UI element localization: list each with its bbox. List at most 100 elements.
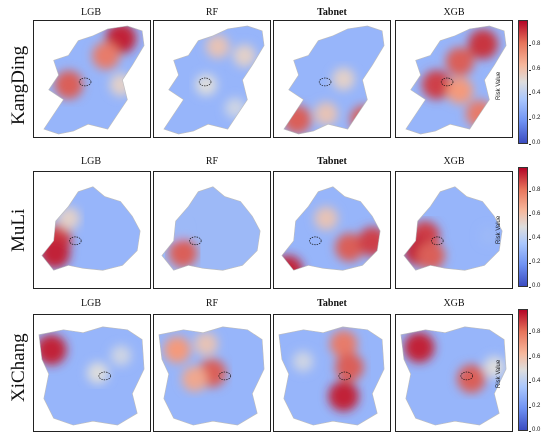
colorbar-tick: 0.0 <box>528 140 541 146</box>
risk-hotspot <box>403 332 435 363</box>
region-label-muli: MuLi <box>8 208 29 252</box>
map-panel-xichang-xgb <box>395 314 513 432</box>
colorbar-tick: 0.0 <box>528 283 541 289</box>
region-outline <box>281 186 381 271</box>
map-panel-kangding-lgb <box>33 20 151 138</box>
map-panel-kangding-xgb <box>395 20 513 138</box>
city-boundary-outline <box>338 371 352 381</box>
colorbar-tick: 0.4 <box>528 378 541 385</box>
risk-hotspot <box>181 366 208 392</box>
model-title-rf: RF <box>205 7 219 18</box>
colorbar-tick: 0.2 <box>528 115 541 122</box>
risk-hotspot <box>109 73 133 97</box>
map-panel-kangding-rf <box>153 20 271 138</box>
risk-hotspot <box>329 330 358 358</box>
risk-hotspot <box>465 100 494 128</box>
risk-hotspot <box>163 336 191 364</box>
map-panel-xichang-lgb <box>33 314 151 432</box>
risk-hotspot <box>446 77 474 104</box>
risk-hotspot <box>206 34 230 59</box>
region-outline <box>38 326 145 426</box>
colorbar-tick: 0.8 <box>528 187 541 193</box>
model-title-tabnet-row3: Tabnet <box>317 298 347 309</box>
map-panel-muli-rf <box>153 171 271 289</box>
city-boundary-outline <box>69 236 82 246</box>
region-outline <box>161 186 261 271</box>
risk-hotspot <box>292 351 314 372</box>
city-boundary-outline <box>309 236 322 246</box>
region-outline <box>278 326 385 426</box>
risk-hotspot <box>332 67 355 91</box>
colorbar-label-kangding: Risk Value <box>496 71 502 100</box>
risk-hotspot <box>283 105 312 134</box>
colorbar-xichang <box>518 309 528 431</box>
risk-hotspot <box>468 29 498 60</box>
model-title-tabnet-row2: Tabnet <box>317 156 347 167</box>
city-boundary-outline <box>431 236 444 246</box>
risk-hotspot <box>168 221 187 239</box>
risk-hotspot <box>328 380 359 412</box>
risk-hotspot <box>92 42 120 70</box>
city-boundary-outline <box>440 77 454 87</box>
region-outline <box>403 186 503 271</box>
model-title-tabnet: Tabnet <box>317 7 347 18</box>
region-outline <box>283 25 385 135</box>
risk-hotspot <box>57 207 81 230</box>
risk-hotspot <box>233 44 256 68</box>
colorbar-tick: 0.2 <box>528 259 541 265</box>
risk-hotspot <box>314 102 338 126</box>
region-outline <box>158 326 265 426</box>
colorbar-label-xichang: Risk Value <box>496 359 502 388</box>
city-boundary-outline <box>198 77 212 87</box>
colorbar-label-muli: Risk Value <box>496 215 502 244</box>
risk-hotspot <box>168 238 198 268</box>
risk-hotspot <box>314 206 338 231</box>
risk-hotspot <box>54 70 84 100</box>
model-title-lgb-row3: LGB <box>81 298 101 309</box>
risk-hotspot <box>110 345 132 366</box>
region-outline <box>41 186 141 271</box>
colorbar-tick: 0.8 <box>528 329 541 336</box>
city-boundary-outline <box>318 77 332 87</box>
risk-hotspot <box>281 255 304 271</box>
model-title-xgb: XGB <box>443 7 465 18</box>
region-outline <box>43 25 145 135</box>
risk-hotspot <box>350 105 379 134</box>
colorbar-tick: 0.8 <box>528 40 541 47</box>
model-title-lgb-row2: LGB <box>81 156 101 167</box>
risk-hotspot <box>483 356 506 379</box>
risk-hotspot <box>335 352 364 382</box>
map-panel-xichang-rf <box>153 314 271 432</box>
city-boundary-outline <box>78 77 92 87</box>
model-title-xgb-row2: XGB <box>443 156 465 167</box>
risk-hotspot <box>479 226 498 245</box>
map-panel-kangding-tabnet <box>273 20 391 138</box>
risk-hotspot <box>195 73 218 96</box>
map-panel-muli-lgb <box>33 171 151 289</box>
map-panel-muli-xgb <box>395 171 513 289</box>
risk-hotspot <box>38 334 67 366</box>
city-boundary-outline <box>460 371 474 381</box>
risk-hotspot <box>224 97 246 119</box>
risk-hotspot <box>86 362 109 384</box>
colorbar-tick: 0.6 <box>528 211 541 217</box>
risk-hotspot <box>416 241 446 270</box>
risk-hotspot <box>335 233 364 262</box>
city-boundary-outline <box>218 371 232 381</box>
risk-hotspot <box>445 47 475 76</box>
colorbar-tick: 0.6 <box>528 353 541 360</box>
region-outline <box>163 25 265 135</box>
colorbar-tick: 0.2 <box>528 402 541 409</box>
map-panel-xichang-tabnet <box>273 314 391 432</box>
region-label-xichang: XiChang <box>8 333 29 402</box>
colorbar-kangding <box>518 20 528 144</box>
risk-hotspot <box>421 70 452 100</box>
city-boundary-outline <box>98 371 112 381</box>
model-title-rf-row2: RF <box>205 156 219 167</box>
risk-hotspot <box>41 237 71 269</box>
colorbar-tick: 0.0 <box>528 427 541 433</box>
colorbar-tick: 0.6 <box>528 65 541 72</box>
colorbar-muli <box>518 167 528 287</box>
region-outline <box>400 326 507 426</box>
risk-hotspot <box>357 226 381 257</box>
